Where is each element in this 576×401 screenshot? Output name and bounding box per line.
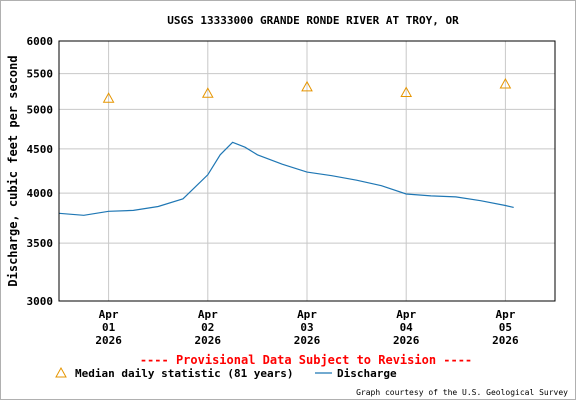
y-tick-label: 3500 [27, 237, 54, 250]
x-tick-label: Apr [396, 308, 416, 321]
x-tick-label: 01 [102, 321, 116, 334]
x-tick-label: 2026 [492, 334, 519, 347]
discharge-line [58, 141, 514, 216]
y-tick-label: 4500 [27, 143, 54, 156]
legend-label-median: Median daily statistic (81 years) [75, 367, 294, 380]
x-tick-label: 02 [201, 321, 214, 334]
median-point [499, 77, 512, 89]
x-tick-labels: Apr012026Apr022026Apr032026Apr042026Apr0… [95, 308, 519, 347]
median-point [201, 87, 214, 98]
x-tick-label: Apr [297, 308, 317, 321]
y-tick-labels: 6000 5500 5000 4500 4000 3500 3000 [27, 35, 54, 308]
x-tick-label: Apr [99, 308, 119, 321]
y-tick-label: 4000 [27, 187, 54, 200]
y-tick-label: 5500 [27, 68, 54, 81]
y-tick-label: 5000 [27, 103, 54, 116]
plot-border [58, 40, 556, 302]
x-tick-label: Apr [495, 308, 515, 321]
median-point [400, 86, 413, 98]
x-tick-label: 2026 [393, 334, 420, 347]
y-tick-label: 6000 [27, 35, 54, 48]
x-tick-label: 05 [499, 321, 512, 334]
x-tick-label: Apr [198, 308, 218, 321]
y-tick-label: 3000 [27, 295, 54, 308]
chart-legend: Median daily statistic (81 years) Dischar… [55, 366, 397, 380]
x-tick-label: 2026 [294, 334, 321, 347]
chart-title: USGS 13333000 GRANDE RONDE RIVER AT TROY… [167, 14, 459, 27]
plot-series [58, 77, 514, 216]
median-point [301, 80, 313, 92]
median-point [102, 92, 115, 103]
x-tick-label: 03 [300, 321, 313, 334]
provisional-notice: ---- Provisional Data Subject to Revisio… [140, 353, 472, 367]
x-tick-label: 2026 [95, 334, 122, 347]
triangle-icon [55, 366, 67, 378]
plot-grid [59, 40, 555, 302]
legend-label-discharge: Discharge [337, 367, 397, 380]
y-axis-label: Discharge, cubic feet per second [6, 55, 20, 286]
usgs-credit: Graph courtesy of the U.S. Geological Su… [356, 388, 568, 397]
x-tick-label: 04 [400, 321, 414, 334]
x-tick-label: 2026 [195, 334, 222, 347]
